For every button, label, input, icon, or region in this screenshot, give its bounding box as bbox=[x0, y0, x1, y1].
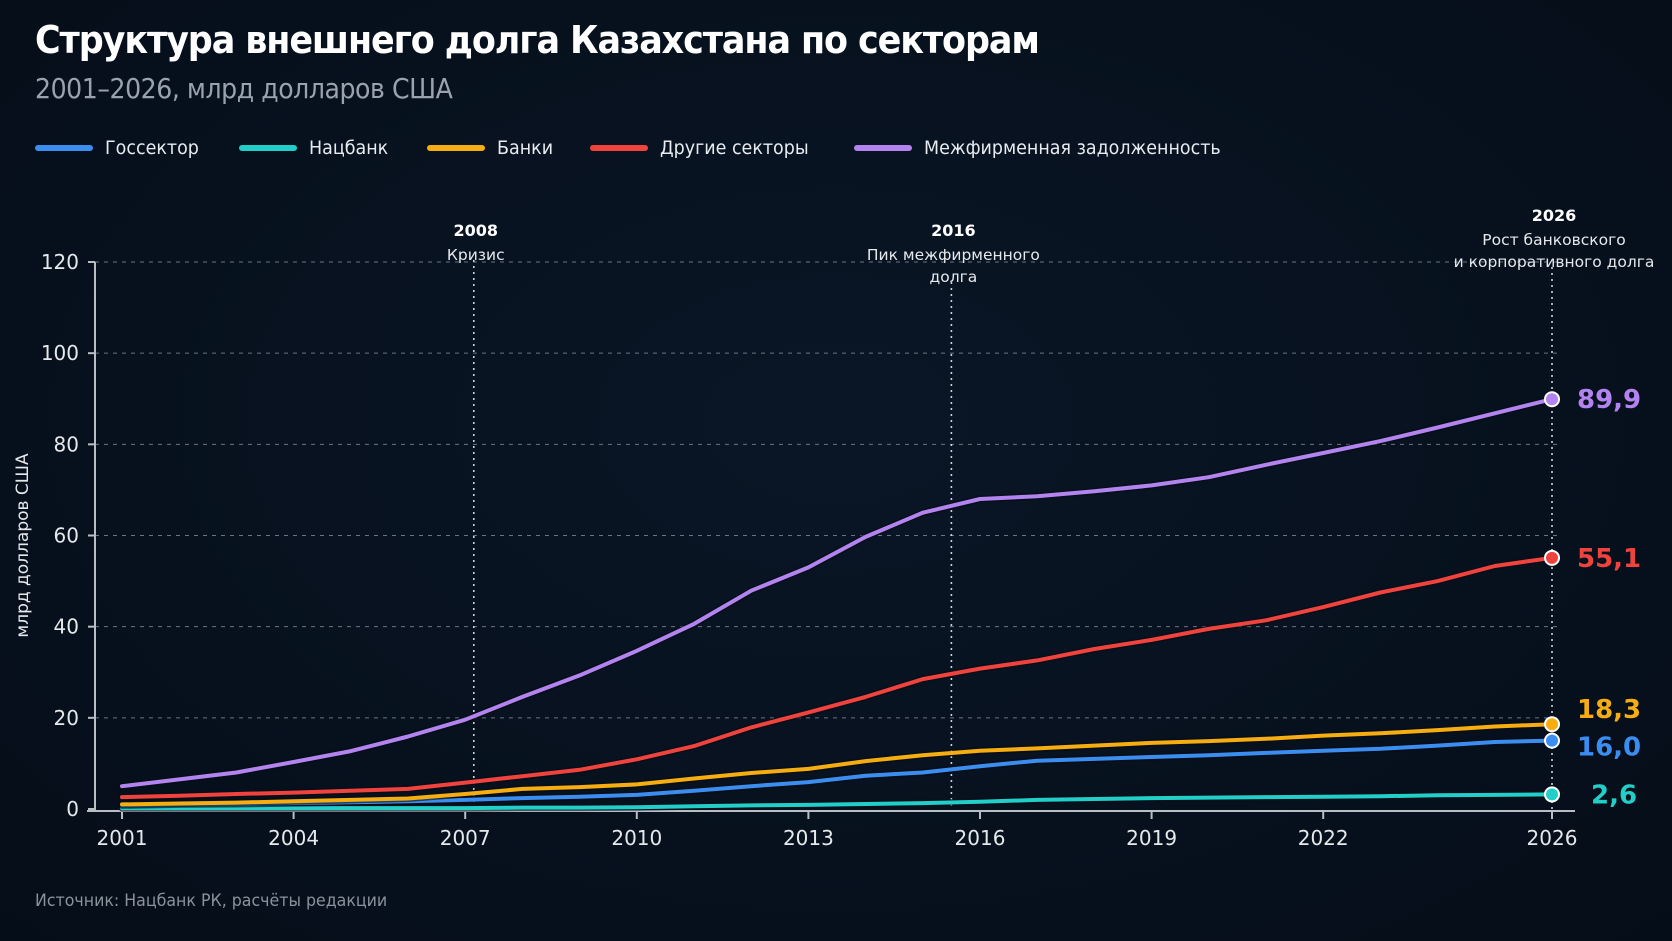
x-tick-label: 2016 bbox=[955, 826, 1006, 850]
end-value-label: 89,9 bbox=[1577, 385, 1641, 415]
legend-label: Другие секторы bbox=[660, 137, 809, 159]
y-tick-label: 100 bbox=[41, 341, 79, 365]
annotation-year: 2008 bbox=[454, 221, 499, 240]
y-tick-label: 40 bbox=[54, 615, 79, 639]
chart-subtitle: 2001–2026, млрд долларов США bbox=[35, 72, 453, 105]
annotation-year: 2016 bbox=[931, 221, 976, 240]
legend-item-natsbank: Нацбанк bbox=[239, 137, 389, 159]
annotation-text: долга bbox=[930, 268, 978, 286]
legend-swatch bbox=[239, 145, 298, 151]
end-point-marker bbox=[1544, 391, 1560, 408]
legend: Госсектор Нацбанк Банки Другие секторы М… bbox=[35, 137, 1278, 159]
end-point-marker bbox=[1544, 716, 1560, 733]
source-note: Источник: Нацбанк РК, расчёты редакции bbox=[35, 891, 388, 911]
end-value-label: 18,3 bbox=[1577, 695, 1641, 725]
legend-swatch bbox=[427, 145, 486, 151]
annotations: 2008 Кризис 2016 Пик межфирменного долга 2026… bbox=[447, 206, 1655, 809]
end-value-label: 16,0 bbox=[1577, 733, 1641, 763]
annotation-text: Кризис bbox=[447, 246, 505, 264]
y-tick-label: 80 bbox=[54, 432, 79, 456]
legend-swatch bbox=[35, 145, 93, 151]
y-tick-label: 120 bbox=[41, 250, 79, 274]
end-point-marker bbox=[1544, 549, 1560, 566]
x-tick-label: 2013 bbox=[783, 826, 834, 850]
end-value-label: 2,6 bbox=[1591, 780, 1637, 810]
end-point-marker bbox=[1544, 786, 1560, 803]
series-line bbox=[120, 555, 1554, 800]
series-line-shadow bbox=[118, 395, 1556, 790]
legend-label: Межфирменная задолженность bbox=[923, 137, 1221, 159]
legend-item-other-sectors: Другие секторы bbox=[590, 137, 816, 159]
series-line-shadow bbox=[118, 554, 1556, 801]
series-line bbox=[120, 792, 1554, 811]
y-axis-title: млрд долларов США bbox=[13, 453, 33, 638]
end-points bbox=[1544, 391, 1560, 803]
x-tick-label: 2022 bbox=[1298, 826, 1349, 850]
series-lines bbox=[118, 395, 1556, 812]
legend-item-gossector: Госсектор bbox=[35, 137, 201, 159]
x-tick-label: 2019 bbox=[1126, 826, 1177, 850]
y-tick-label: 0 bbox=[66, 797, 79, 821]
legend-item-intercompany: Межфирменная задолженность bbox=[853, 137, 1240, 159]
series-line bbox=[120, 397, 1554, 789]
annotation-text: Рост банковского bbox=[1482, 231, 1625, 249]
legend-item-banks: Банки bbox=[427, 137, 554, 159]
series-line bbox=[120, 722, 1554, 807]
legend-label: Банки bbox=[497, 137, 554, 159]
annotation-text: Пик межфирменного bbox=[867, 246, 1040, 264]
y-tick-label: 60 bbox=[54, 524, 79, 548]
end-point-marker bbox=[1544, 732, 1560, 749]
x-tick-label: 2010 bbox=[611, 826, 662, 850]
x-tick-label: 2001 bbox=[97, 826, 148, 850]
x-tick-label: 2007 bbox=[440, 826, 491, 850]
x-tick-label: 2026 bbox=[1527, 826, 1578, 850]
legend-label: Нацбанк bbox=[309, 137, 389, 159]
y-tick-label: 20 bbox=[54, 706, 79, 730]
end-value-label: 55,1 bbox=[1577, 544, 1641, 574]
legend-label: Госсектор bbox=[105, 137, 199, 159]
legend-swatch bbox=[590, 145, 649, 151]
gridlines bbox=[95, 261, 1562, 719]
x-tick-label: 2004 bbox=[268, 826, 319, 850]
annotation-text: и корпоративного долга bbox=[1454, 253, 1655, 271]
chart-title: Структура внешнего долга Казахстана по с… bbox=[35, 18, 1040, 62]
legend-swatch bbox=[853, 145, 912, 151]
axes: 0 20 40 60 80 100 120 2001 2004 2007 2010 2013 2016 2… bbox=[13, 250, 1577, 850]
end-labels: 16,0 2,6 18,3 55,1 89,9 bbox=[1577, 385, 1641, 810]
annotation-year: 2026 bbox=[1532, 206, 1577, 225]
